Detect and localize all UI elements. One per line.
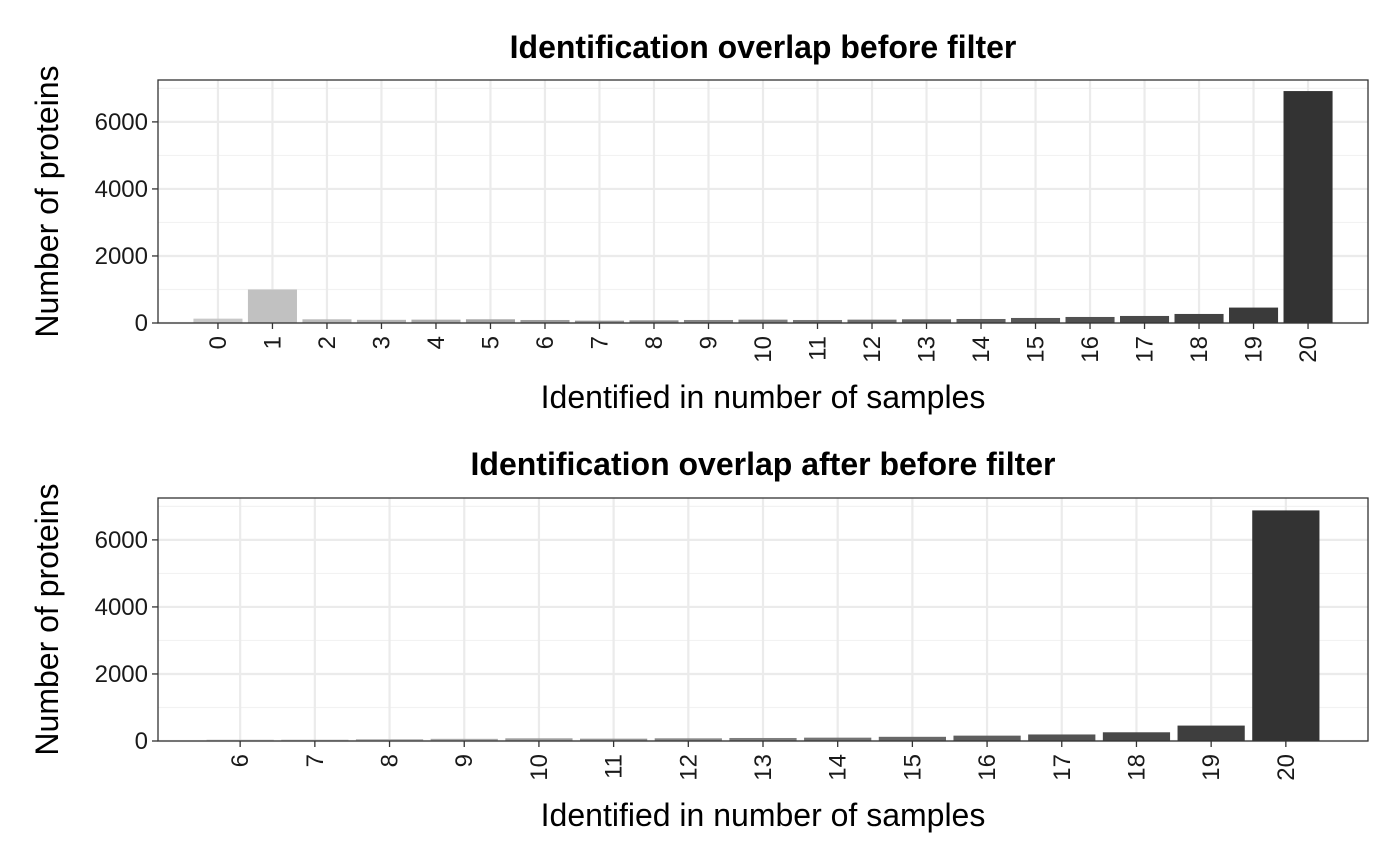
bar-9 [430,738,498,741]
x-tick-label: 8 [377,754,404,767]
bar-8 [355,739,424,741]
x-tick-label: 8 [641,336,668,349]
y-tick-label: 0 [135,728,148,755]
bar-0 [193,318,243,323]
bar-15 [1010,317,1061,323]
bar-18 [1102,732,1171,741]
x-tick-label: 10 [750,336,777,363]
bar-12 [847,319,897,323]
bar-20 [1252,510,1320,741]
chart-title: Identification overlap before filter [510,29,1017,65]
x-tick-label: 20 [1273,754,1300,781]
bar-6 [520,319,570,323]
x-tick-label: 0 [205,336,232,349]
bar-17 [1120,315,1170,323]
x-axis-title: Identified in number of samples [541,797,986,833]
x-tick-label: 6 [532,336,559,349]
bar-7 [281,739,349,741]
bar-15 [878,736,946,741]
bar-16 [1065,316,1115,323]
bar-11 [792,319,843,323]
y-tick-label: 2000 [95,243,148,270]
x-tick-label: 11 [601,754,628,779]
bar-17 [1028,734,1096,741]
y-axis-title: Number of proteins [29,65,65,337]
x-tick-label: 5 [477,336,504,349]
bar-9 [683,319,734,323]
chart-title: Identification overlap after before filt… [471,446,1056,482]
y-tick-label: 4000 [95,176,148,203]
x-tick-label: 19 [1198,754,1225,781]
bar-1 [247,289,297,323]
x-tick-label: 15 [899,754,926,781]
chart-after-filter: 0 2000 4000 6000 6 7 8 9 10 11 12 13 14 15 16 17 18 19 20 I… [29,446,1369,833]
y-tick-label: 0 [135,310,148,337]
bar-20 [1283,91,1333,323]
x-tick-label: 20 [1295,336,1322,363]
bar-13 [729,737,797,741]
bar-7 [574,320,625,323]
x-tick-label: 13 [750,754,777,781]
bar-10 [738,319,788,323]
bar-11 [580,738,648,741]
x-tick-label: 4 [423,336,450,349]
x-tick-label: 13 [914,336,941,363]
y-axis-title: Number of proteins [29,483,65,755]
bar-3 [356,319,406,323]
x-tick-label: 3 [368,336,395,349]
x-tick-label: 12 [859,336,886,363]
x-tick-label: 2 [314,336,341,349]
x-tick-label: 18 [1123,754,1150,781]
y-tick-label: 4000 [95,594,148,621]
x-tick-label: 17 [1132,336,1159,363]
bar-16 [953,735,1021,741]
bar-14 [956,318,1006,323]
bar-2 [302,319,352,323]
x-tick-label: 18 [1186,336,1213,363]
x-tick-label: 7 [586,336,613,349]
x-tick-label: 15 [1023,336,1050,363]
bar-4 [411,319,461,323]
x-tick-label: 17 [1049,754,1076,781]
bar-8 [629,320,679,323]
x-tick-label: 12 [675,754,702,781]
x-tick-label: 9 [451,754,478,767]
bar-14 [804,737,872,741]
x-tick-label: 6 [227,754,254,767]
x-tick-label: 7 [302,754,329,767]
x-tick-label: 16 [1077,336,1104,363]
bar-18 [1174,313,1224,323]
y-tick-label: 6000 [95,109,148,136]
x-tick-label: 14 [968,336,995,363]
y-tick-label: 2000 [95,661,148,688]
bar-12 [654,738,722,741]
x-axis-title: Identified in number of samples [541,379,986,415]
bar-5 [465,319,516,323]
x-tick-label: 10 [526,754,553,781]
x-tick-label: 11 [805,336,832,361]
bar-19 [1229,307,1279,323]
x-tick-label: 19 [1241,336,1268,363]
x-tick-label: 16 [974,754,1001,781]
y-tick-label: 6000 [95,527,148,554]
x-tick-label: 1 [259,336,286,349]
bar-13 [901,319,952,323]
bar-6 [206,739,274,741]
x-tick-label: 9 [695,336,722,349]
bar-10 [505,738,573,741]
x-tick-label: 14 [825,754,852,781]
bar-19 [1177,725,1245,741]
